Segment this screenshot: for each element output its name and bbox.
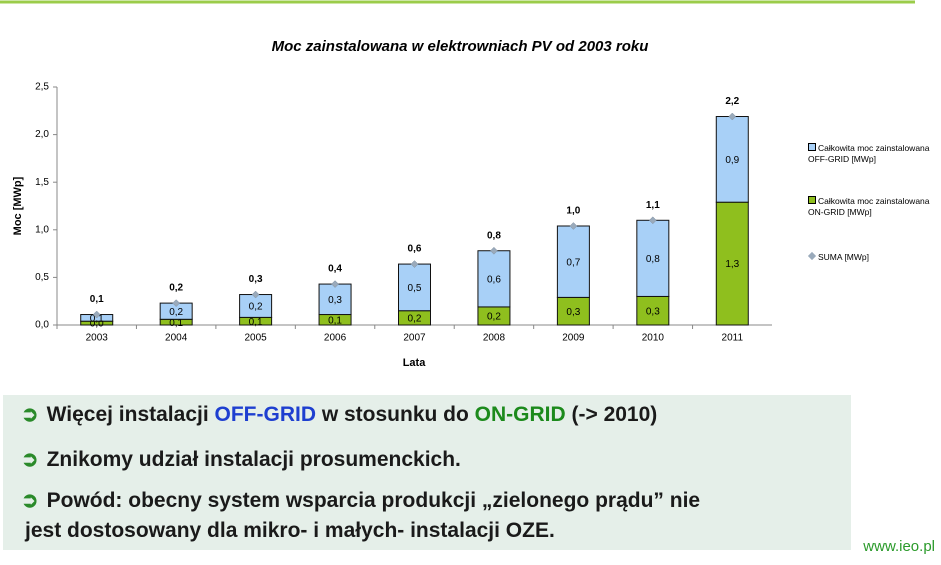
bullet-text: Powód: obecny system wsparcia produkcji … — [46, 489, 701, 512]
value-label: 0,5 — [408, 283, 422, 294]
bullet-text: w stosunku do — [315, 403, 475, 426]
legend-label: SUMA [MWp] — [818, 252, 870, 262]
y-tick-label: 0,5 — [35, 272, 49, 283]
sum-label: 2,2 — [725, 96, 739, 107]
value-label: 1,3 — [725, 259, 739, 270]
bullet-text: OFF-GRID — [214, 403, 316, 426]
x-tick-label: 2011 — [722, 333, 744, 344]
x-tick-label: 2008 — [483, 333, 506, 344]
bullet-text: jest dostosowany dla mikro- i małych- in… — [25, 519, 555, 542]
chart-title: Moc zainstalowana w elektrowniach PV od … — [272, 38, 649, 55]
y-axis-label: Moc [MWp] — [12, 176, 24, 235]
value-label: 0,2 — [169, 307, 183, 318]
bullet-panel: ➲ Więcej instalacji OFF-GRID w stosunku d… — [3, 395, 851, 550]
value-label: 0,3 — [566, 307, 580, 318]
sum-marker — [490, 246, 498, 255]
value-label: 0,9 — [725, 155, 739, 166]
bullet-text: Więcej instalacji — [46, 403, 215, 426]
value-label: 0,7 — [566, 257, 580, 268]
value-label: 0,2 — [249, 302, 263, 313]
legend-swatch — [808, 252, 816, 260]
bar-segment — [556, 225, 590, 298]
value-label: 0,1 — [328, 315, 342, 326]
legend-item: Całkowita moc zainstalowana ON-GRID [MWp… — [808, 196, 933, 218]
value-label: 0,1 — [249, 317, 263, 328]
sum-label: 0,2 — [169, 283, 183, 294]
legend-label: Całkowita moc zainstalowana OFF-GRID [MW… — [808, 143, 930, 164]
value-label: 0,3 — [646, 306, 660, 317]
sum-marker — [92, 310, 101, 319]
x-tick-label: 2006 — [324, 333, 347, 344]
sum-label: 1,0 — [566, 206, 580, 217]
bullet-text: (-> 2010) — [565, 403, 658, 426]
x-axis-label: Lata — [403, 357, 427, 369]
x-tick-label: 2003 — [86, 333, 109, 344]
sum-marker — [251, 290, 260, 299]
value-label: 0,1 — [169, 318, 183, 329]
sum-label: 0,6 — [408, 244, 422, 255]
value-label: 0,1 — [90, 314, 104, 325]
bar-segment — [477, 250, 511, 308]
legend-label: Całkowita moc zainstalowana ON-GRID [MWp… — [808, 196, 930, 217]
bar-segment — [715, 116, 749, 203]
legend-swatch — [808, 143, 816, 151]
value-label: 0,6 — [487, 274, 501, 285]
sum-marker — [172, 299, 181, 307]
bullet: ➲ Powód: obecny system wsparcia produkcji… — [21, 489, 701, 542]
sum-label: 0,1 — [90, 294, 104, 305]
legend-item: Całkowita moc zainstalowana OFF-GRID [MW… — [808, 143, 933, 165]
bullet: ➲ Znikomy udział instalacji prosumenckich… — [21, 448, 461, 471]
footer: www.ieo.pl — [863, 538, 935, 555]
value-label: 0,0 — [90, 319, 104, 330]
value-label: 0,2 — [487, 312, 501, 323]
y-tick-label: 1,5 — [35, 177, 49, 188]
value-label: 0,8 — [646, 254, 660, 265]
x-tick-label: 2004 — [165, 333, 188, 344]
bar-segment — [636, 295, 670, 326]
y-tick-label: 2,5 — [35, 82, 49, 93]
value-label: 0,2 — [408, 314, 422, 325]
sum-marker — [410, 260, 419, 268]
legend-item: SUMA [MWp] — [808, 252, 933, 263]
sum-label: 0,3 — [249, 274, 263, 285]
sum-marker — [648, 216, 657, 225]
bar-segment — [398, 263, 431, 312]
x-tick-label: 2007 — [403, 333, 426, 344]
sum-marker — [569, 222, 578, 230]
sum-label: 1,1 — [646, 200, 660, 211]
x-tick-label: 2009 — [562, 333, 585, 344]
bar-segment — [556, 296, 590, 326]
y-tick-label: 0,0 — [35, 320, 49, 331]
x-tick-label: 2010 — [642, 333, 665, 344]
sum-label: 0,8 — [487, 230, 501, 241]
x-tick-label: 2005 — [244, 333, 267, 344]
bullet-text: Znikomy udział instalacji prosumenckich. — [46, 448, 461, 471]
sum-marker — [331, 280, 339, 288]
bullet-text: ON-GRID — [474, 403, 566, 426]
sum-marker — [728, 112, 737, 121]
bullet: ➲ Więcej instalacji OFF-GRID w stosunku d… — [21, 403, 658, 426]
bar-segment — [318, 283, 352, 316]
y-tick-label: 2,0 — [35, 129, 49, 140]
bar-segment — [715, 201, 749, 326]
bar-segment — [636, 219, 670, 297]
legend-swatch — [808, 196, 816, 204]
y-tick-label: 1,0 — [35, 224, 49, 235]
sum-label: 0,4 — [328, 264, 342, 275]
value-label: 0,3 — [328, 295, 342, 306]
